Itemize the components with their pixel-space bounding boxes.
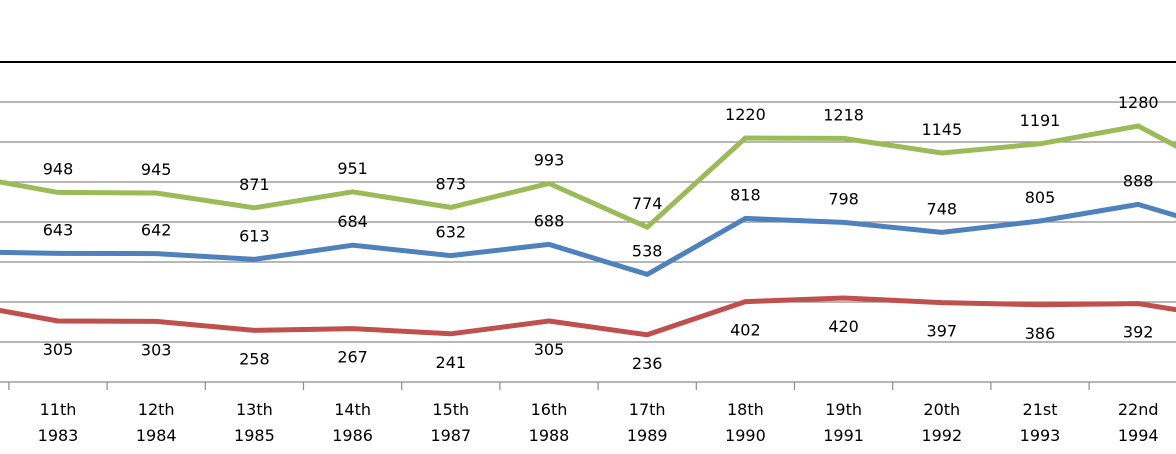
data-label: 951 [337,159,368,178]
data-label: 402 [730,321,761,340]
data-label: 774 [632,194,663,213]
x-tick-label-year: 1987 [430,426,471,445]
data-label: 538 [632,241,663,260]
x-tick-label-year: 1989 [627,426,668,445]
x-tick-label: 13th [236,400,273,419]
data-label: 392 [1123,323,1154,342]
x-tick-label: 17th [629,400,666,419]
gridlines [0,61,1176,383]
x-tick-label-year: 1983 [38,426,79,445]
data-label: 1145 [921,120,962,139]
x-tick-label: 21st [1023,400,1058,419]
data-label: 267 [337,348,368,367]
data-label: 1280 [1118,93,1159,112]
data-label: 1218 [823,105,864,124]
data-label: 303 [141,340,172,359]
data-label: 632 [436,223,467,242]
x-tick-label-year: 1991 [823,426,864,445]
x-tick-label: 15th [432,400,469,419]
data-label: 386 [1025,324,1056,343]
x-tick-label-year: 1992 [921,426,962,445]
data-label: 748 [927,199,958,218]
data-label: 305 [43,340,74,359]
series-line-2 [0,201,1176,277]
series-line-1 [0,123,1176,230]
x-axis-labels: 11th 1983 12th 1984 13th 1985 14th 1986 15th 1987… [38,400,1159,445]
x-tick-label-year: 1986 [332,426,373,445]
x-tick-label: 16th [531,400,568,419]
data-label: 1220 [725,105,766,124]
data-label: 818 [730,185,761,204]
x-tick-label: 14th [334,400,371,419]
data-label: 236 [632,354,663,373]
x-tick-label-year: 1988 [529,426,570,445]
x-tick-label-year: 1985 [234,426,275,445]
data-label: 241 [436,353,467,372]
data-label: 948 [43,159,74,178]
x-axis-ticks [8,382,1090,390]
x-tick-label: 22nd [1118,400,1159,419]
data-label: 258 [239,349,270,368]
data-label: 1191 [1020,111,1061,130]
x-tick-label: 19th [825,400,862,419]
x-tick-label-year: 1984 [136,426,177,445]
data-label: 805 [1025,188,1056,207]
data-label: 688 [534,211,565,230]
data-labels: 948 945 871 951 873 993 774 1220 1218 1145 1191 128… [43,93,1159,373]
data-label: 305 [534,340,565,359]
data-label: 613 [239,226,270,245]
data-label: 642 [141,221,172,240]
x-tick-label-year: 1990 [725,426,766,445]
x-tick-label: 11th [40,400,77,419]
data-label: 420 [828,317,859,336]
x-tick-label: 18th [727,400,764,419]
series-line-3 [0,295,1176,338]
x-tick-label-year: 1994 [1118,426,1159,445]
data-label: 397 [927,322,958,341]
data-label: 643 [43,220,74,239]
data-label: 873 [436,174,467,193]
x-tick-label-year: 1993 [1020,426,1061,445]
data-label: 888 [1123,171,1154,190]
data-label: 871 [239,175,270,194]
data-label: 684 [337,212,368,231]
data-label: 945 [141,160,172,179]
data-label: 993 [534,150,565,169]
x-tick-label: 20th [923,400,960,419]
series-lines [0,123,1176,338]
data-label: 798 [828,189,859,208]
x-tick-label: 12th [138,400,175,419]
